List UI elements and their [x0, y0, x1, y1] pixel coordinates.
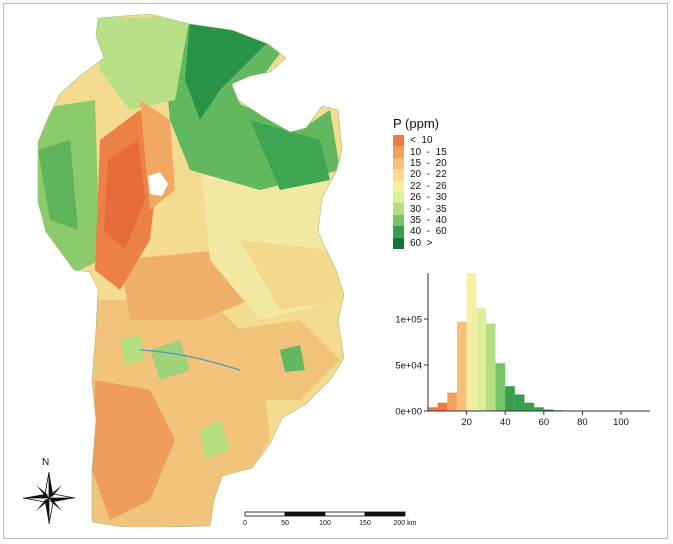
legend-label: 22 - 26: [410, 180, 447, 192]
legend-swatch: [393, 135, 404, 147]
legend-item: 15 - 20: [393, 157, 447, 170]
histogram-bar: [437, 402, 448, 411]
legend-item: 60 >: [393, 237, 433, 249]
scale-label: 200 km: [394, 520, 417, 527]
north-label: N: [42, 457, 50, 468]
legend-swatch: [393, 237, 404, 249]
legend-swatch: [393, 203, 404, 215]
legend-swatch: [393, 180, 404, 192]
x-tick-label: 80: [577, 417, 588, 428]
y-tick-label: 1e+05: [395, 315, 422, 326]
histogram-bar: [514, 394, 525, 411]
x-tick-label: 20: [461, 417, 472, 428]
legend-swatch: [393, 192, 404, 204]
scale-label: 100: [319, 520, 331, 527]
histogram-bar: [428, 407, 438, 411]
legend-item: 22 - 26: [393, 180, 447, 192]
histogram-bar: [534, 407, 544, 411]
histogram-bar: [485, 323, 496, 411]
scale-label: 0: [243, 520, 247, 527]
legend-swatch: [393, 157, 404, 170]
histogram-bar: [456, 321, 467, 411]
histogram-bar: [466, 273, 477, 411]
legend-item: 30 - 35: [393, 203, 447, 215]
histogram-bar: [495, 363, 506, 411]
scale-segment: [244, 511, 286, 517]
legend-item: 35 - 40: [393, 214, 447, 227]
legend-item: 20 - 22: [393, 169, 447, 181]
legend-label: 26 - 30: [410, 192, 447, 204]
legend-label: 60 >: [410, 237, 433, 249]
legend-item: < 10: [393, 135, 433, 147]
y-tick-label: 5e+04: [395, 361, 422, 372]
histogram-bar: [447, 392, 457, 411]
legend-label: 20 - 22: [410, 169, 447, 181]
x-tick-label: 40: [500, 417, 511, 428]
scale-segment: [324, 511, 366, 517]
histogram-bar: [524, 402, 535, 411]
legend-label: 30 - 35: [410, 203, 447, 215]
y-tick-label: 0e+00: [395, 407, 422, 418]
scale-label: 50: [281, 520, 289, 527]
legend-item: 26 - 30: [393, 192, 447, 204]
histogram: 20 40 60 80 100 0e+00 5e+04 1e+05: [395, 273, 650, 428]
histogram-bar: [476, 307, 486, 411]
scale-label: 150: [359, 520, 371, 527]
legend-label: 35 - 40: [410, 214, 447, 226]
histogram-bar: [543, 409, 554, 411]
legend-title: P (ppm): [393, 116, 439, 131]
legend-label: 40 - 60: [410, 226, 447, 238]
scale-bar: 0 50 100 150 200 km: [243, 511, 417, 527]
legend-item: 10 - 15: [393, 146, 447, 158]
x-tick-label: 60: [539, 417, 550, 428]
histogram-bar: [505, 386, 515, 411]
legend-swatch: [393, 169, 404, 181]
legend-item: 40 - 60: [393, 226, 447, 238]
legend-swatch: [393, 226, 404, 238]
scale-segment: [284, 511, 326, 517]
scale-segment: [364, 511, 406, 517]
x-tick-label: 100: [613, 417, 629, 428]
phosphorus-map: [37, 13, 345, 527]
legend-label: 15 - 20: [410, 157, 447, 169]
legend-label: 10 - 15: [410, 146, 447, 158]
legend-label: < 10: [410, 135, 433, 147]
legend-swatch: [393, 146, 404, 158]
north-arrow-icon: [22, 471, 76, 525]
legend-swatch: [393, 214, 404, 227]
